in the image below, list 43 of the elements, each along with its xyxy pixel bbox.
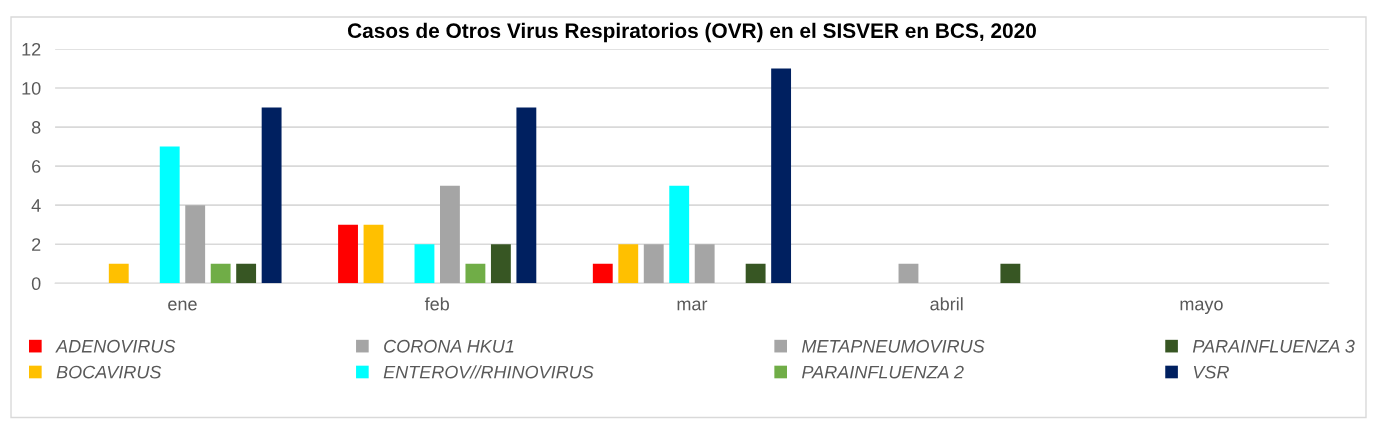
- bar: [185, 205, 206, 284]
- legend-label: CORONA HKU1: [384, 339, 514, 353]
- x-tick-label: feb: [424, 297, 449, 311]
- legend-label: ENTEROV//RHINOVIRUS: [383, 365, 594, 379]
- bar: [236, 263, 257, 284]
- x-tick-label: abril: [930, 297, 963, 311]
- bar: [414, 244, 435, 284]
- chart-title: Casos de Otros Virus Respiratorios (OVR) en el SISVER en BCS, 2020: [347, 22, 1036, 43]
- legend-label: METAPNEUMOVIRUS: [802, 339, 985, 353]
- legend-label: PARAINFLUENZA 3: [1192, 339, 1355, 353]
- y-tick-label: 8: [31, 121, 41, 134]
- bar: [108, 263, 129, 284]
- bar: [694, 244, 715, 284]
- legend-label: VSR: [1193, 365, 1229, 379]
- y-tick-label: 0: [31, 277, 41, 291]
- bar: [1000, 263, 1021, 284]
- bar: [516, 107, 537, 284]
- bar: [363, 224, 384, 284]
- legend-label: PARAINFLUENZA 2: [802, 365, 964, 379]
- bar: [159, 146, 180, 284]
- bar: [669, 185, 690, 284]
- x-tick-label: mar: [677, 300, 708, 311]
- bar: [490, 244, 511, 284]
- bar: [771, 68, 792, 284]
- bar: [643, 244, 664, 284]
- legend-label: BOCAVIRUS: [56, 365, 162, 379]
- y-tick-label: 2: [32, 238, 41, 251]
- bar: [898, 263, 919, 284]
- legend-label: ADENOVIRUS: [55, 339, 176, 353]
- y-tick-label: 6: [32, 160, 41, 173]
- y-tick-label: 12: [22, 42, 41, 56]
- bar: [745, 263, 766, 284]
- bar: [440, 185, 460, 284]
- y-tick-label: 4: [31, 199, 41, 212]
- bar: [618, 244, 639, 284]
- y-tick-label: 10: [22, 81, 41, 95]
- x-tick-label: mayo: [1180, 300, 1223, 315]
- bar: [465, 263, 486, 284]
- bar: [261, 107, 282, 284]
- x-tick-label: ene: [168, 300, 197, 311]
- bar: [592, 263, 613, 284]
- bar: [338, 224, 358, 284]
- bar: [210, 263, 231, 284]
